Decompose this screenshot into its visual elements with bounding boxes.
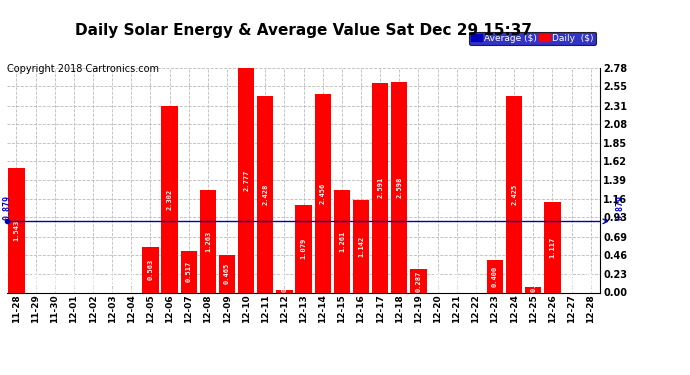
Text: 0.000: 0.000 [32,271,39,292]
Text: 0.563: 0.563 [148,259,153,280]
Bar [487,260,503,292]
Bar [142,247,159,292]
Text: 1.142: 1.142 [358,236,364,257]
Text: 2.428: 2.428 [262,184,268,205]
Bar [411,269,426,292]
Text: 0.000: 0.000 [473,271,479,292]
Text: 0.400: 0.400 [492,266,498,287]
Text: 0.517: 0.517 [186,261,192,282]
Text: 0.000: 0.000 [109,271,115,292]
Bar [334,190,350,292]
Bar [219,255,235,292]
Bar [238,68,255,292]
Bar [353,200,369,292]
Bar [181,251,197,292]
Bar [525,287,542,292]
Text: 0.000: 0.000 [52,271,58,292]
Text: 0.029: 0.029 [282,271,288,292]
Text: 0.000: 0.000 [90,271,96,292]
Text: 0.879: 0.879 [615,195,624,220]
Text: 0.000: 0.000 [128,271,135,292]
Bar [257,96,273,292]
Text: 0.287: 0.287 [415,270,422,291]
Text: Copyright 2018 Cartronics.com: Copyright 2018 Cartronics.com [7,64,159,74]
Text: 0.879: 0.879 [2,195,12,220]
Bar [315,94,331,292]
Text: 2.591: 2.591 [377,177,383,198]
Text: 0.465: 0.465 [224,263,230,284]
Bar [391,82,407,292]
Bar [295,205,312,292]
Legend: Average ($), Daily  ($): Average ($), Daily ($) [469,32,595,45]
Text: 1.079: 1.079 [301,238,306,260]
Text: Daily Solar Energy & Average Value Sat Dec 29 15:37: Daily Solar Energy & Average Value Sat D… [75,22,532,38]
Text: 1.263: 1.263 [205,231,211,252]
Text: 2.425: 2.425 [511,184,518,205]
Text: 0.000: 0.000 [454,271,460,292]
Text: 1.261: 1.261 [339,231,345,252]
Text: 2.777: 2.777 [243,170,249,191]
Text: 0.000: 0.000 [569,271,575,292]
Text: 1.543: 1.543 [14,219,19,241]
Bar [544,202,560,292]
Bar [506,96,522,292]
Text: 2.456: 2.456 [319,183,326,204]
Text: 2.598: 2.598 [396,177,402,198]
Text: 2.302: 2.302 [166,189,172,210]
Bar [372,83,388,292]
Text: 0.066: 0.066 [531,271,536,292]
Text: 0.000: 0.000 [588,271,593,292]
Bar [161,106,178,292]
Text: 0.000: 0.000 [71,271,77,292]
Bar [200,190,216,292]
Text: 1.117: 1.117 [549,237,555,258]
Bar [8,168,25,292]
Bar [276,290,293,292]
Text: 0.000: 0.000 [435,271,441,292]
